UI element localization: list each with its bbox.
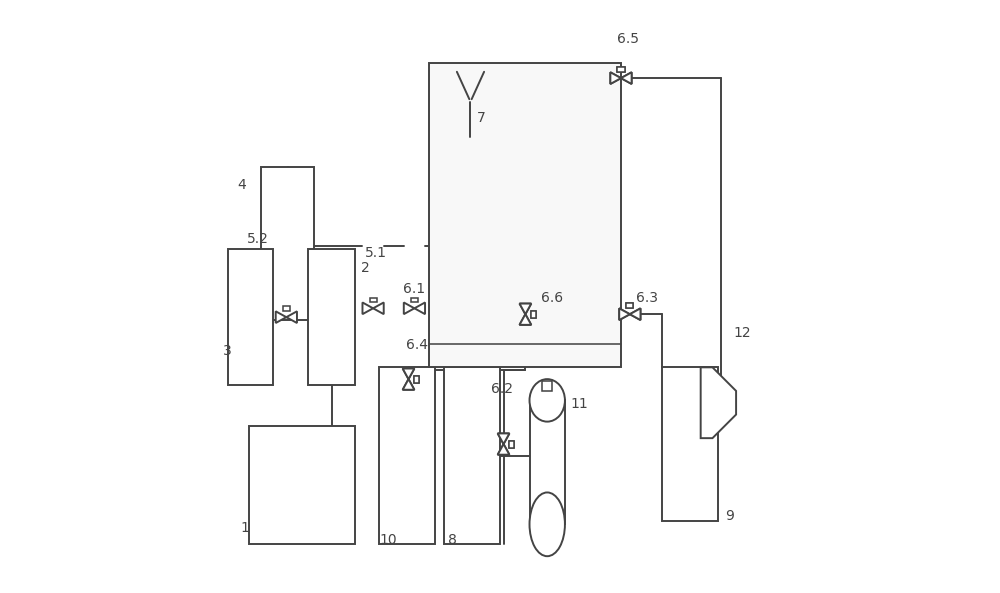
- Bar: [626, 304, 633, 308]
- Bar: [228, 249, 273, 385]
- Polygon shape: [701, 367, 736, 438]
- Bar: [370, 298, 377, 302]
- Polygon shape: [414, 302, 425, 314]
- Bar: [617, 68, 625, 72]
- Ellipse shape: [530, 492, 565, 556]
- Text: 8: 8: [448, 533, 457, 547]
- Bar: [308, 249, 355, 385]
- Bar: [531, 311, 536, 318]
- Text: 11: 11: [571, 397, 589, 411]
- Text: 6.3: 6.3: [636, 291, 658, 305]
- Polygon shape: [520, 304, 531, 314]
- Polygon shape: [362, 302, 373, 314]
- Bar: [261, 167, 314, 320]
- Text: 7: 7: [476, 110, 485, 125]
- Text: 3: 3: [223, 344, 231, 358]
- Polygon shape: [610, 72, 621, 84]
- Polygon shape: [619, 308, 630, 320]
- Text: 6.4: 6.4: [406, 338, 428, 352]
- Polygon shape: [520, 304, 531, 314]
- Polygon shape: [610, 72, 621, 84]
- Polygon shape: [621, 72, 632, 84]
- Bar: [509, 441, 514, 448]
- Text: 12: 12: [733, 326, 751, 340]
- Bar: [414, 375, 419, 382]
- Text: 6.6: 6.6: [541, 291, 563, 305]
- Bar: [626, 304, 633, 308]
- Polygon shape: [498, 433, 509, 444]
- Bar: [414, 375, 419, 382]
- Bar: [530, 400, 565, 524]
- Polygon shape: [403, 379, 414, 390]
- Polygon shape: [403, 368, 414, 379]
- Text: 6.1: 6.1: [403, 282, 425, 296]
- Bar: [509, 441, 514, 448]
- Polygon shape: [373, 302, 384, 314]
- Bar: [379, 367, 435, 544]
- Bar: [617, 68, 625, 72]
- Text: 5.1: 5.1: [365, 246, 387, 260]
- Polygon shape: [630, 308, 640, 320]
- Bar: [249, 426, 355, 544]
- Polygon shape: [619, 308, 630, 320]
- Bar: [662, 367, 718, 521]
- Polygon shape: [498, 433, 509, 444]
- Polygon shape: [630, 308, 640, 320]
- Bar: [444, 367, 500, 544]
- Text: 1: 1: [240, 521, 249, 535]
- Bar: [531, 311, 536, 318]
- Ellipse shape: [530, 379, 565, 422]
- Polygon shape: [403, 379, 414, 390]
- Polygon shape: [498, 444, 509, 455]
- Polygon shape: [286, 311, 297, 323]
- Text: 2: 2: [361, 261, 370, 275]
- Bar: [429, 63, 621, 367]
- Bar: [542, 381, 552, 391]
- Text: 5.2: 5.2: [247, 232, 269, 246]
- Polygon shape: [276, 311, 286, 323]
- Polygon shape: [520, 314, 531, 325]
- Text: 4: 4: [237, 178, 246, 193]
- Polygon shape: [404, 302, 414, 314]
- Text: 9: 9: [725, 509, 734, 523]
- Bar: [411, 298, 418, 302]
- Polygon shape: [520, 314, 531, 325]
- Bar: [283, 307, 290, 311]
- Polygon shape: [403, 368, 414, 379]
- Text: 6.2: 6.2: [491, 382, 513, 396]
- Polygon shape: [498, 444, 509, 455]
- Text: 10: 10: [379, 533, 397, 547]
- Text: 6.5: 6.5: [617, 32, 639, 46]
- Polygon shape: [621, 72, 632, 84]
